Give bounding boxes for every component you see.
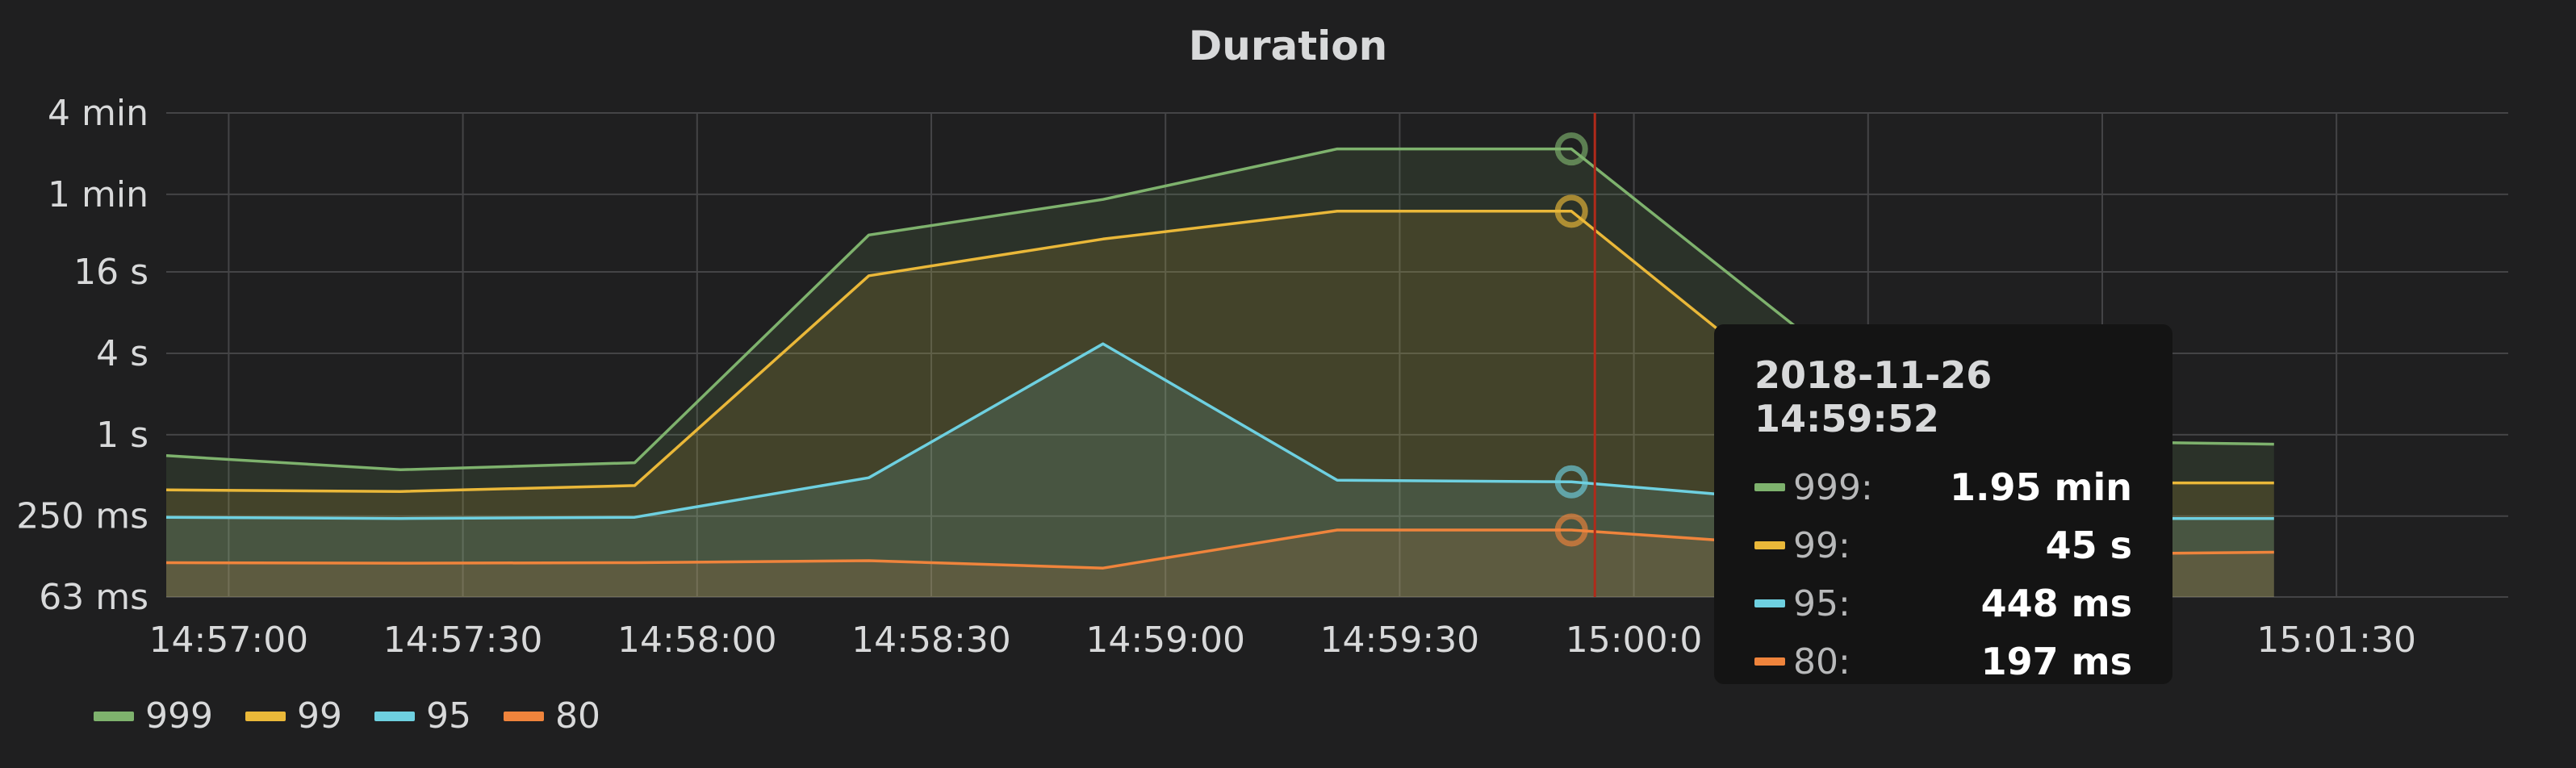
tooltip-series-value: 45 s [2045,524,2132,567]
legend-item-80[interactable]: 80 [503,695,600,737]
legend-item-99[interactable]: 99 [245,695,342,737]
tooltip-time: 2018-11-26 14:59:52 [1754,353,1993,440]
legend-label-95: 95 [425,695,471,737]
x-tick-label: 14:58:00 [617,620,777,661]
y-tick-label: 63 ms [39,577,148,618]
hover-marker-999 [1554,132,1588,166]
legend-item-95[interactable]: 95 [374,695,471,737]
legend-swatch-95 [374,711,415,721]
tooltip-row-80: 80: 197 ms [1754,632,2134,691]
tooltip-row-999: 999: 1.95 min [1754,458,2134,516]
tooltip-series-name: 99: [1793,524,1850,566]
x-axis: 14:57:00 14:57:30 14:58:00 14:58:30 14:59:00… [149,620,2416,661]
x-tick-label: 15:00:0 [1566,620,1703,661]
hover-marker-99 [1554,194,1588,228]
y-tick-label: 250 ms [16,496,148,537]
legend-label-99: 99 [296,695,342,737]
tooltip-series-name: 80: [1793,641,1850,682]
hover-tooltip: 2018-11-26 14:59:52 999: 1.95 min 99: 45… [1714,324,2172,684]
legend-label-80: 80 [554,695,600,737]
x-tick-label: 14:59:00 [1085,620,1245,661]
x-tick-label: 14:57:30 [383,620,543,661]
legend-swatch-999 [94,711,134,721]
x-tick-label: 14:58:30 [851,620,1011,661]
hover-markers [1554,132,1588,547]
y-axis: 4 min 1 min 16 s 4 s 1 s 250 ms 63 ms [16,93,148,618]
tooltip-swatch-999 [1754,483,1785,491]
tooltip-row-99: 99: 45 s [1754,516,2134,574]
hover-marker-80 [1554,513,1588,547]
panel-title[interactable]: Duration [1188,23,1388,69]
x-tick-label: 14:57:00 [149,620,309,661]
tooltip-series-name: 999: [1793,466,1873,508]
tooltip-swatch-95 [1754,599,1785,607]
legend-swatch-99 [245,711,286,721]
y-tick-label: 4 min [48,93,148,134]
y-tick-label: 1 min [48,174,148,215]
y-tick-label: 4 s [96,333,148,374]
y-tick-label: 16 s [73,252,148,293]
legend-item-999[interactable]: 999 [94,695,213,737]
legend-swatch-80 [503,711,544,721]
tooltip-series-value: 1.95 min [1950,465,2132,509]
x-tick-label: 15:01:30 [2256,620,2416,661]
tooltip-series-value: 197 ms [1980,640,2132,683]
tooltip-series-name: 95: [1793,582,1850,624]
legend-label-999: 999 [145,695,213,737]
x-tick-label: 14:59:30 [1320,620,1480,661]
hover-marker-95 [1554,465,1588,499]
y-tick-label: 1 s [96,415,148,456]
tooltip-row-95: 95: 448 ms [1754,574,2134,632]
tooltip-series-value: 448 ms [1980,582,2132,625]
tooltip-swatch-80 [1754,657,1785,666]
tooltip-swatch-99 [1754,541,1785,549]
legend: 999 99 95 80 [94,695,600,737]
